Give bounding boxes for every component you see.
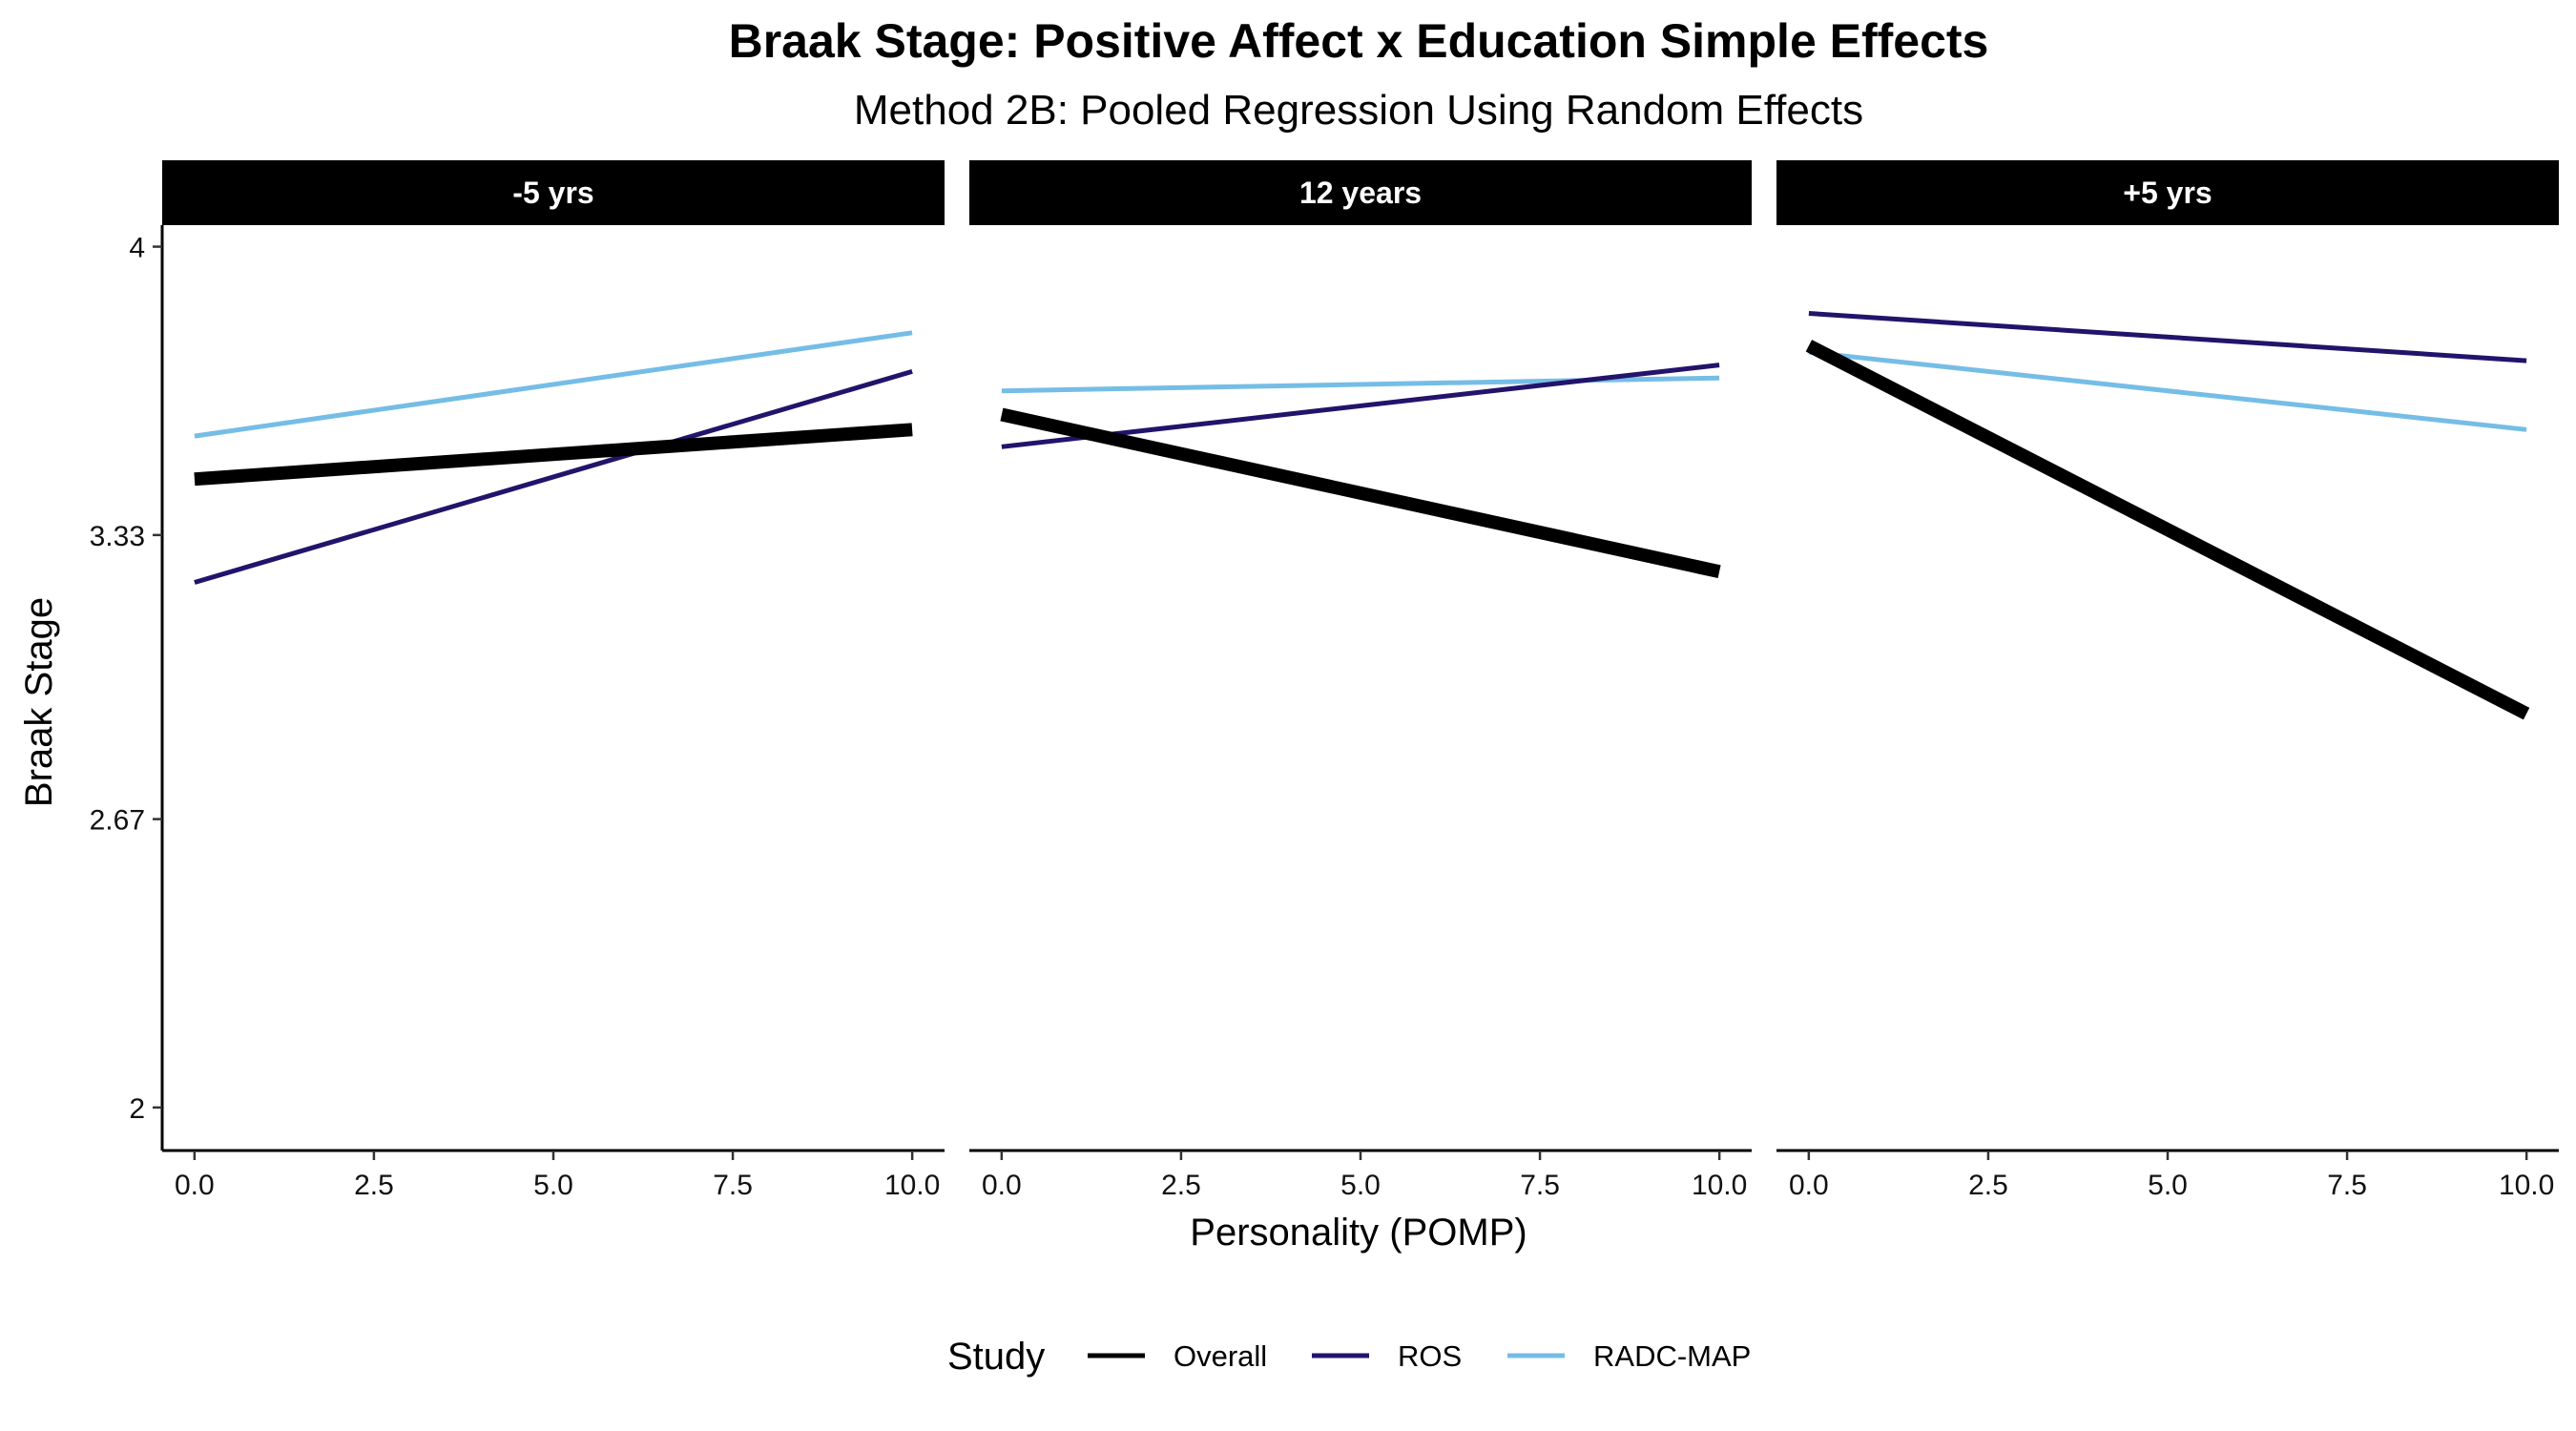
- x-tick-label: 2.5: [1161, 1170, 1201, 1201]
- facet-strip: [1776, 160, 2559, 225]
- x-tick-label: 5.0: [533, 1170, 573, 1201]
- facet-panel-3: +5 yrs 0.0 2.5 5.0 7.5 10.0: [1776, 160, 2559, 1201]
- x-tick-label: 0.0: [982, 1170, 1022, 1201]
- facet-panels: -5 yrs 0.0 2.5 5.0 7.5 10.0 12 years 0.0 2.5 5.0 7…: [162, 160, 2559, 1201]
- chart-subtitle: Method 2B: Pooled Regression Using Rando…: [854, 87, 1863, 134]
- y-tick-label: 2.67: [90, 805, 145, 837]
- series-line-overall: [194, 423, 913, 487]
- x-tick-label: 2.5: [1968, 1170, 2008, 1201]
- x-tick-label: 10.0: [1692, 1170, 1747, 1201]
- x-tick-label: 0.0: [1789, 1170, 1829, 1201]
- facet-panel-2: 12 years 0.0 2.5 5.0 7.5 10.0: [969, 160, 1752, 1201]
- x-tick-label: 7.5: [1520, 1170, 1560, 1201]
- series-line-overall: [1805, 340, 2530, 720]
- facet-strip-label: 12 years: [1299, 176, 1422, 210]
- facet-strip: [162, 160, 945, 225]
- facet-strip: [969, 160, 1752, 225]
- x-axis-title: Personality (POMP): [1190, 1212, 1527, 1254]
- series-line-ros: [194, 369, 913, 585]
- series-line-overall: [1000, 407, 1721, 579]
- series-line-radc-map: [194, 330, 913, 439]
- y-tick-label: 2: [129, 1093, 145, 1125]
- y-tick-label: 4: [129, 233, 145, 264]
- chart-title: Braak Stage: Positive Affect x Education…: [729, 14, 1989, 68]
- y-tick-label: 3.33: [90, 521, 145, 552]
- facet-strip-label: -5 yrs: [512, 176, 593, 210]
- facet-panel-1: -5 yrs 0.0 2.5 5.0 7.5 10.0: [162, 160, 945, 1201]
- x-tick-label: 0.0: [175, 1170, 215, 1201]
- y-axis: 2 2.67 3.33 4: [90, 225, 164, 1151]
- facet-strip-label: +5 yrs: [2123, 176, 2212, 210]
- series-line-ros: [1808, 311, 2527, 363]
- x-tick-label: 10.0: [884, 1170, 940, 1201]
- x-tick-label: 5.0: [2148, 1170, 2188, 1201]
- x-tick-label: 2.5: [354, 1170, 394, 1201]
- legend-label-radc-map: RADC-MAP: [1593, 1339, 1751, 1373]
- legend-title: Study: [947, 1336, 1045, 1378]
- legend-label-overall: Overall: [1174, 1339, 1267, 1373]
- x-tick-label: 7.5: [713, 1170, 753, 1201]
- legend: Study Overall ROS RADC-MAP: [947, 1336, 1751, 1378]
- legend-label-ros: ROS: [1398, 1339, 1462, 1373]
- x-tick-label: 7.5: [2327, 1170, 2367, 1201]
- y-axis-title: Braak Stage: [18, 597, 60, 807]
- series-line-radc-map: [1808, 349, 2527, 432]
- x-tick-label: 10.0: [2499, 1170, 2554, 1201]
- x-tick-label: 5.0: [1340, 1170, 1381, 1201]
- series-line-ros: [1001, 363, 1720, 449]
